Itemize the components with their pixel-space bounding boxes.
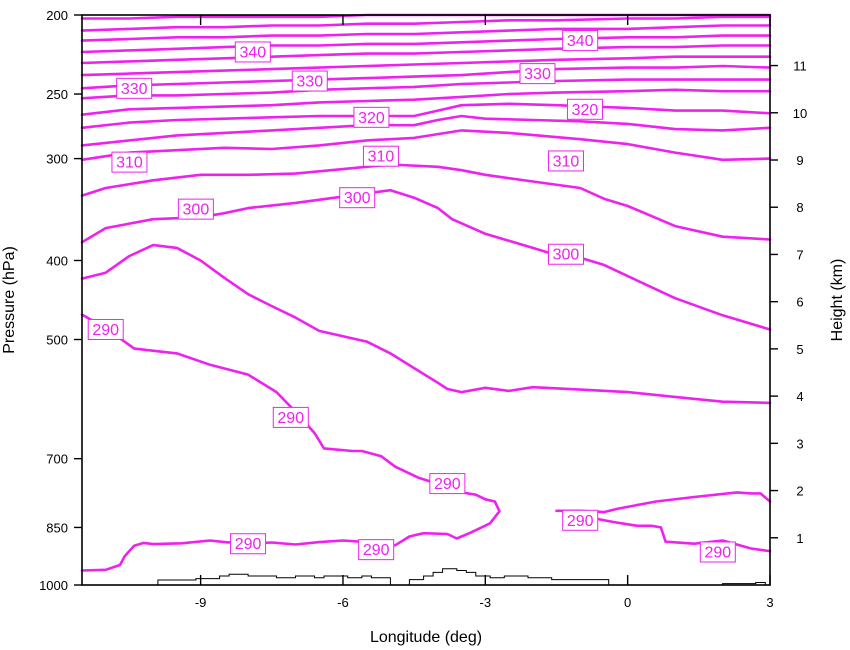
contour-label-13: 290 [92, 322, 119, 339]
x-tick-label: -9 [195, 595, 207, 610]
contour-label-19: 290 [704, 544, 731, 561]
contour-label-14: 290 [277, 410, 304, 427]
x-tick-label: 0 [624, 595, 631, 610]
contour-label-16: 290 [235, 536, 262, 553]
pressure-tick-label: 400 [46, 253, 68, 268]
height-tick-label: 3 [796, 436, 803, 451]
contour-label-12: 300 [553, 247, 580, 264]
contour-label-3: 330 [296, 74, 323, 91]
contour-label-9: 310 [553, 153, 580, 170]
contour-290-line-2 [557, 492, 771, 512]
contour-lines [82, 15, 770, 571]
pressure-tick-label: 200 [46, 8, 68, 23]
contour-label-7: 310 [116, 155, 143, 172]
x-tick-label: -6 [337, 595, 349, 610]
y-axis-title-right: Height (km) [829, 259, 846, 342]
contour-300-line-4 [82, 245, 770, 403]
contour-label-1: 340 [567, 33, 594, 50]
height-tick-label: 9 [796, 153, 803, 168]
contour-label-2: 330 [121, 81, 148, 98]
contour-290-line-3 [580, 516, 770, 552]
height-tick-label: 10 [793, 106, 807, 121]
pressure-tick-label: 500 [46, 333, 68, 348]
pressure-tick-label: 1000 [39, 578, 68, 593]
height-tick-label: 2 [796, 484, 803, 499]
height-tick-label: 8 [796, 200, 803, 215]
height-tick-label: 11 [793, 59, 807, 74]
contour-label-8: 310 [368, 149, 395, 166]
contour-label-17: 290 [363, 542, 390, 559]
contour-label-4: 330 [524, 66, 551, 83]
contour-label-15: 290 [434, 476, 461, 493]
y-axis-pressure: 200 250 300 400 500 700 850 1000 [39, 8, 82, 593]
height-tick-label: 4 [796, 389, 803, 404]
y-axis-height: 1 2 3 4 5 6 7 8 9 10 11 [770, 59, 807, 546]
pressure-tick-label: 250 [46, 87, 68, 102]
terrain-profile [158, 569, 765, 585]
contour-label-6: 320 [572, 102, 599, 119]
height-tick-label: 5 [796, 342, 803, 357]
x-tick-label: 3 [766, 595, 773, 610]
theta-cross-section-chart: 340340330 330 330320 320310 310 3103003003002… [0, 0, 850, 650]
pressure-tick-label: 850 [46, 520, 68, 535]
pressure-tick-label: 300 [46, 152, 68, 167]
contour-label-5: 320 [358, 110, 385, 127]
height-tick-label: 1 [796, 531, 803, 546]
contour-290-line-0 [82, 499, 500, 570]
pressure-tick-label: 700 [46, 452, 68, 467]
y-axis-title-left: Pressure (hPa) [1, 246, 18, 354]
x-axis-title: Longitude (deg) [370, 629, 482, 646]
contour-label-11: 300 [344, 190, 371, 207]
contour-label-10: 300 [183, 202, 210, 219]
height-tick-label: 7 [796, 247, 803, 262]
height-tick-label: 6 [796, 295, 803, 310]
contour-label-0: 340 [239, 44, 266, 61]
x-tick-label: -3 [480, 595, 492, 610]
contour-labels: 340 340 330 330 330 320 320 310 310 310 300 300 300 2… [88, 31, 735, 562]
contour-label-18: 290 [567, 513, 594, 530]
terrain-outline-0 [158, 569, 609, 585]
